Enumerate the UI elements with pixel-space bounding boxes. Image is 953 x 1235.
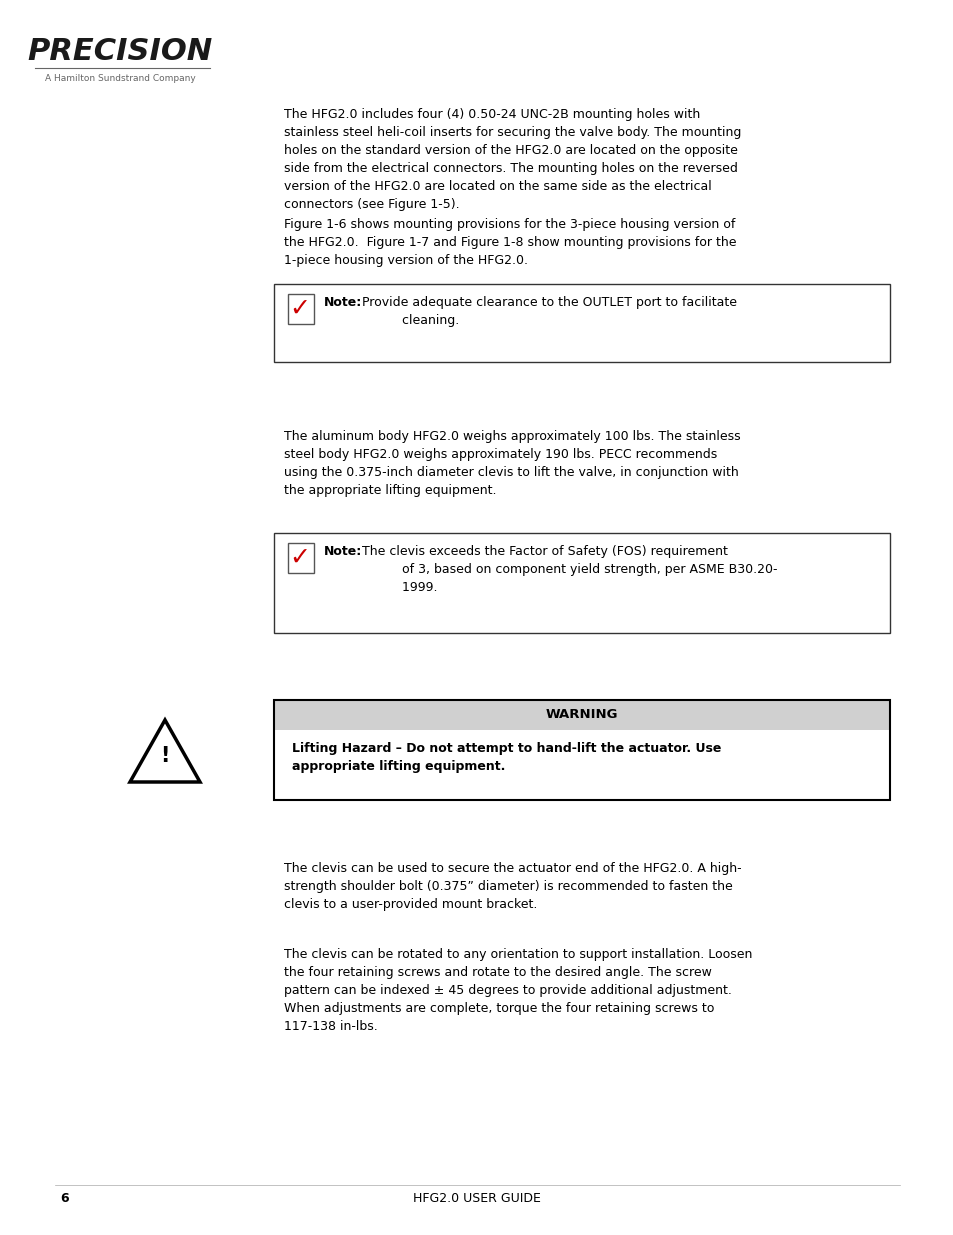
- Bar: [274, 534, 889, 634]
- Text: WARNING: WARNING: [545, 709, 618, 721]
- Bar: [288, 543, 314, 573]
- Text: Lifting Hazard – Do not attempt to hand-lift the actuator. Use
appropriate lifti: Lifting Hazard – Do not attempt to hand-…: [292, 742, 720, 773]
- Text: !: !: [160, 746, 170, 766]
- Text: Provide adequate clearance to the OUTLET port to facilitate
          cleaning.: Provide adequate clearance to the OUTLET…: [362, 296, 737, 327]
- Text: Note:: Note:: [324, 296, 362, 309]
- Bar: [288, 294, 314, 324]
- Bar: [274, 284, 889, 362]
- Text: HFG2.0 USER GUIDE: HFG2.0 USER GUIDE: [413, 1192, 540, 1204]
- Bar: [274, 700, 889, 730]
- Text: The clevis exceeds the Factor of Safety (FOS) requirement
          of 3, based : The clevis exceeds the Factor of Safety …: [362, 545, 777, 594]
- Text: The clevis can be rotated to any orientation to support installation. Loosen
the: The clevis can be rotated to any orienta…: [284, 948, 752, 1032]
- Text: ✓: ✓: [289, 546, 310, 571]
- Bar: [274, 700, 889, 800]
- Text: 6: 6: [60, 1192, 69, 1204]
- Text: A Hamilton Sundstrand Company: A Hamilton Sundstrand Company: [45, 74, 195, 83]
- Text: PRECISION: PRECISION: [28, 37, 213, 67]
- Text: Figure 1-6 shows mounting provisions for the 3-piece housing version of
the HFG2: Figure 1-6 shows mounting provisions for…: [284, 219, 736, 267]
- Text: The HFG2.0 includes four (4) 0.50-24 UNC-2B mounting holes with
stainless steel : The HFG2.0 includes four (4) 0.50-24 UNC…: [284, 107, 740, 211]
- Text: The clevis can be used to secure the actuator end of the HFG2.0. A high-
strengt: The clevis can be used to secure the act…: [284, 862, 741, 911]
- Text: Note:: Note:: [324, 545, 362, 558]
- Text: The aluminum body HFG2.0 weighs approximately 100 lbs. The stainless
steel body : The aluminum body HFG2.0 weighs approxim…: [284, 430, 740, 496]
- Text: ✓: ✓: [289, 296, 310, 321]
